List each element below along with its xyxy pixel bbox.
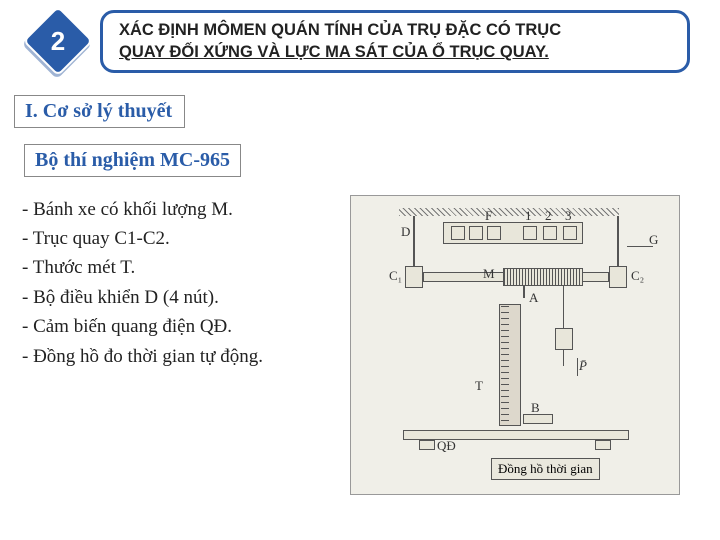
section-heading: I. Cơ sở lý thuyết	[14, 95, 185, 128]
diagram-label-F: F	[485, 208, 492, 224]
diagram-support	[617, 216, 619, 268]
diagram-knob	[451, 226, 465, 240]
section-number-badge: 2	[30, 13, 86, 69]
diagram-ruler-ticks	[501, 306, 509, 424]
diagram-label-QD: QĐ	[437, 438, 456, 454]
diagram-marker-a	[523, 286, 525, 298]
diagram-button	[543, 226, 557, 240]
diagram-button	[523, 226, 537, 240]
diagram-foot	[419, 440, 435, 450]
list-item: - Cảm biến quang điện QĐ.	[22, 312, 342, 341]
diagram-label-1: 1	[525, 208, 532, 224]
diagram-bearing-c2	[609, 266, 627, 288]
content-row: - Bánh xe có khối lượng M. - Trục quay C…	[0, 195, 720, 495]
diagram-clock-label: Đồng hồ thời gian	[491, 458, 600, 480]
diagram-label-C2: C₂	[631, 268, 644, 284]
diagram-sensor-qd	[523, 414, 553, 424]
title-line-1: XÁC ĐỊNH MÔMEN QUÁN TÍNH CỦA TRỤ ĐẶC CÓ …	[119, 21, 561, 39]
diagram-label-C1: C₁	[389, 268, 402, 284]
apparatus-subtitle: Bộ thí nghiệm MC-965	[24, 144, 241, 177]
diagram-label-P: P̄	[579, 358, 587, 374]
diagram-button	[563, 226, 577, 240]
list-item: - Bánh xe có khối lượng M.	[22, 195, 342, 224]
diagram-wheel-m	[503, 268, 583, 286]
list-item: - Thước mét T.	[22, 253, 342, 282]
header: 2 XÁC ĐỊNH MÔMEN QUÁN TÍNH CỦA TRỤ ĐẶC C…	[0, 0, 720, 73]
badge-number: 2	[30, 13, 86, 69]
diagram-string	[563, 286, 564, 366]
diagram-weight	[555, 328, 573, 350]
diagram-ceiling	[399, 208, 619, 216]
bullet-list: - Bánh xe có khối lượng M. - Trục quay C…	[22, 195, 342, 495]
title-line-2: QUAY ĐỐI XỨNG VÀ LỰC MA SÁT CỦA Ổ TRỤC Q…	[119, 43, 549, 61]
list-item: - Đồng hồ đo thời gian tự động.	[22, 342, 342, 371]
diagram-foot	[595, 440, 611, 450]
diagram-bearing-c1	[405, 266, 423, 288]
diagram-knob	[487, 226, 501, 240]
diagram-label-A: A	[529, 290, 538, 306]
page-title: XÁC ĐỊNH MÔMEN QUÁN TÍNH CỦA TRỤ ĐẶC CÓ …	[100, 10, 690, 73]
diagram-label-G: G	[649, 232, 658, 248]
diagram-label-2: 2	[545, 208, 552, 224]
list-item: - Bộ điều khiển D (4 nút).	[22, 283, 342, 312]
list-item: - Trục quay C1-C2.	[22, 224, 342, 253]
diagram-label-M: M	[483, 266, 495, 282]
diagram-arrow-p	[577, 358, 578, 376]
apparatus-diagram: D F 1 2 3 C₁ C₂ G M A T	[350, 195, 680, 495]
diagram-label-T: T	[475, 378, 483, 394]
diagram-label-3: 3	[565, 208, 572, 224]
diagram-knob	[469, 226, 483, 240]
diagram-support	[413, 216, 415, 268]
diagram-label-D: D	[401, 224, 410, 240]
